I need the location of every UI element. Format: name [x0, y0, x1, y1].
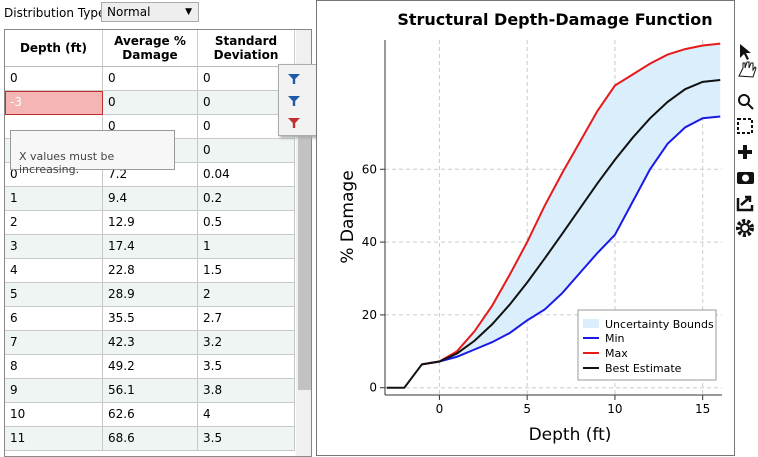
table-cell: 0.2: [198, 187, 295, 211]
table-cell: 3.2: [198, 331, 295, 355]
table-cell: 2.7: [198, 307, 295, 331]
y-tick-label: 40: [362, 235, 377, 249]
table-cell: 17.4: [103, 235, 198, 259]
zoom-tool[interactable]: [738, 94, 750, 106]
table-cell: 0: [198, 139, 295, 163]
y-axis-label: % Damage: [338, 170, 358, 263]
table-cell: 5: [5, 283, 103, 307]
table-cell: 10: [5, 403, 103, 427]
legend-label: Best Estimate: [605, 362, 682, 375]
table-cell: -3: [5, 91, 103, 115]
table-cell: 3: [5, 235, 103, 259]
x-tick-label: 15: [695, 402, 710, 416]
table-cell: 1: [198, 235, 295, 259]
add-tool[interactable]: [738, 145, 752, 159]
table-cell: 4: [198, 403, 295, 427]
zoom-box-tool[interactable]: [737, 118, 753, 134]
column-header: Depth (ft): [5, 30, 103, 67]
pointer-tool[interactable]: [740, 44, 751, 60]
table-cell: 4: [5, 259, 103, 283]
table-cell: 11: [5, 427, 103, 451]
table-cell: 2: [5, 211, 103, 235]
table-cell: 35.5: [103, 307, 198, 331]
menu-icon: [288, 118, 300, 128]
series-line: [421, 42, 721, 366]
table-cell: 9: [5, 379, 103, 403]
chart-panel: Structural Depth-Damage Function 0 5 10 15 0…: [316, 0, 757, 456]
tooltip: X values must be increasing.: [10, 130, 175, 176]
y-tick-label: 0: [369, 381, 377, 395]
table-cell: 49.2: [103, 355, 198, 379]
legend-label: Min: [605, 332, 625, 345]
distribution-label: Distribution Type:: [4, 6, 110, 20]
x-tick-label: 5: [523, 402, 531, 416]
table-cell: 8: [5, 355, 103, 379]
table-cell: 0.04: [198, 163, 295, 187]
table-cell: 56.1: [103, 379, 198, 403]
chart-title: Structural Depth-Damage Function: [397, 10, 712, 29]
pan-tool[interactable]: [738, 61, 757, 78]
y-tick-label: 20: [362, 308, 377, 322]
table-cell: 0: [103, 67, 198, 91]
table-cell: 3.5: [198, 427, 295, 451]
table-cell: 9.4: [103, 187, 198, 211]
data-table: Depth (ft) Average % Damage Standard Devia…: [4, 29, 312, 457]
scrollbar[interactable]: [296, 30, 311, 456]
table-cell: 42.3: [103, 331, 198, 355]
x-tick-label: 0: [436, 402, 444, 416]
y-tick-label: 60: [362, 162, 377, 176]
table-cell: 1.5: [198, 259, 295, 283]
table-cell: 0.5: [198, 211, 295, 235]
table-cell: 12.9: [103, 211, 198, 235]
series-line: [421, 115, 721, 366]
column-header: Average % Damage: [103, 30, 198, 67]
legend-swatch: [583, 319, 599, 328]
legend-label: Uncertainty Bounds: [605, 318, 714, 331]
legend-box: [577, 309, 717, 381]
table-cell: 1: [5, 187, 103, 211]
x-axis-label: Depth (ft): [529, 425, 612, 445]
table-cell: 62.6: [103, 403, 198, 427]
table-cell: 3.8: [198, 379, 295, 403]
distribution-value: Normal: [107, 5, 151, 19]
column-header: Standard Deviation: [198, 30, 295, 67]
series-line: [386, 79, 721, 389]
settings-tool[interactable]: [736, 219, 754, 237]
table-cell: 0: [103, 91, 198, 115]
menu-icon: [288, 96, 300, 106]
x-tick-label: 10: [607, 402, 622, 416]
menu-icon: [288, 74, 300, 84]
table-cell: 22.8: [103, 259, 198, 283]
table-cell: 6: [5, 307, 103, 331]
table-cell: 68.6: [103, 427, 198, 451]
table-cell: 3.5: [198, 355, 295, 379]
table-cell: 2: [198, 283, 295, 307]
table-cell: 0: [5, 67, 103, 91]
legend-label: Max: [605, 347, 628, 360]
table-cell: 28.9: [103, 283, 198, 307]
distribution-dropdown[interactable]: Normal ▼: [101, 2, 199, 22]
export-tool[interactable]: [736, 195, 754, 212]
table-cell: 7: [5, 331, 103, 355]
toolbar: [736, 44, 757, 237]
